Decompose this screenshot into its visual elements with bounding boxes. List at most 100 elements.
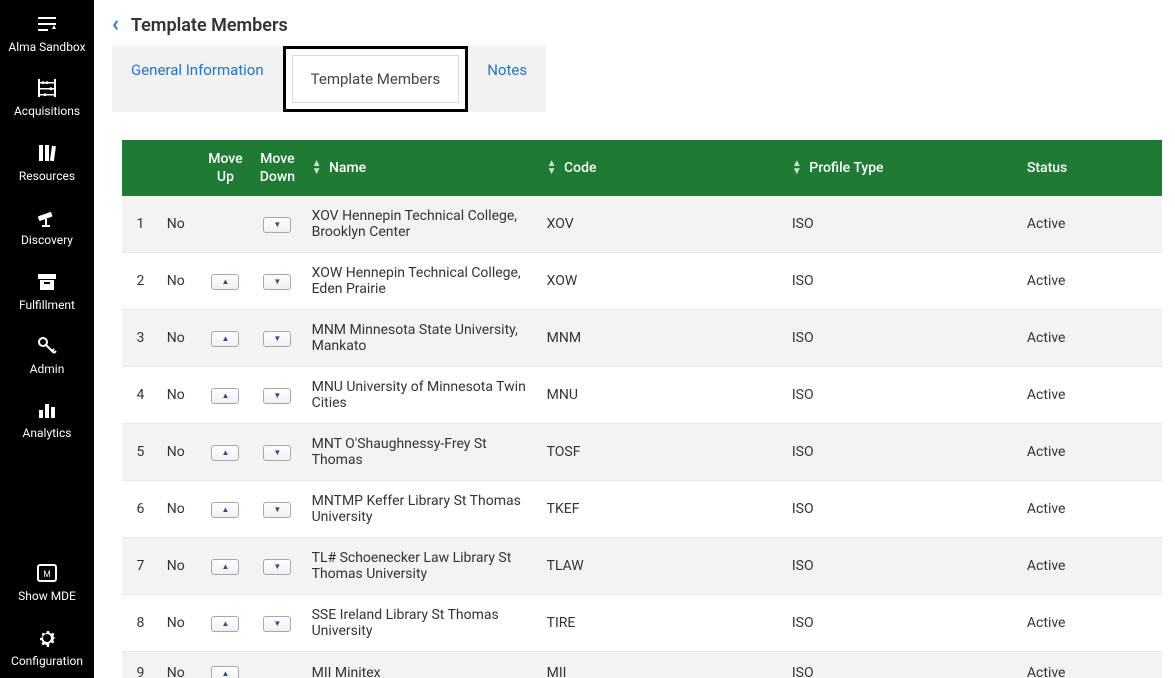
move-down-button[interactable]: ▼ — [263, 274, 291, 290]
gear-icon — [35, 626, 59, 650]
move-up-button[interactable]: ▲ — [211, 445, 239, 461]
cell-status: Active — [1019, 481, 1162, 538]
cell-no: No — [159, 424, 200, 481]
col-name[interactable]: ▲▼ Name — [304, 140, 539, 196]
cell-move-up: ▲ — [200, 310, 252, 367]
col-code[interactable]: ▲▼ Code — [539, 140, 784, 196]
cell-code: TLAW — [539, 538, 784, 595]
cell-no: No — [159, 538, 200, 595]
col-profile[interactable]: ▲▼ Profile Type — [784, 140, 1019, 196]
cell-name: MNU University of Minnesota Twin Cities — [304, 367, 539, 424]
tab-label: General Information — [131, 61, 264, 79]
cell-profile: ISO — [784, 367, 1019, 424]
col-move-down[interactable]: Move Down — [251, 140, 303, 196]
brand-icon — [35, 12, 59, 36]
move-down-button[interactable]: ▼ — [263, 217, 291, 233]
move-up-button[interactable]: ▲ — [211, 559, 239, 575]
move-up-button[interactable]: ▲ — [211, 616, 239, 632]
cell-code: MNU — [539, 367, 784, 424]
cell-status: Active — [1019, 196, 1162, 253]
sidebar-item-label: Acquisitions — [14, 104, 80, 118]
tabs: General Information Template Members Not… — [94, 46, 1175, 112]
move-up-button[interactable]: ▲ — [211, 274, 239, 290]
cell-move-up: ▲ — [200, 367, 252, 424]
cell-move-up: ▲ — [200, 538, 252, 595]
cell-status: Active — [1019, 310, 1162, 367]
mde-icon: M — [35, 561, 59, 585]
cell-move-down: ▼ — [251, 424, 303, 481]
col-move-up-1: Move — [208, 150, 242, 168]
cell-move-up: ▲ — [200, 652, 252, 678]
cell-index: 8 — [122, 595, 159, 652]
move-up-button[interactable]: ▲ — [211, 502, 239, 518]
table-row: 5No▲▼MNT O'Shaughnessy-Frey St ThomasTOS… — [122, 424, 1162, 481]
move-down-button[interactable]: ▼ — [263, 616, 291, 632]
main: ‹ Template Members General Information T… — [94, 0, 1175, 678]
sidebar-item-admin[interactable]: Admin — [0, 322, 94, 386]
sort-icon: ▲▼ — [312, 160, 322, 176]
move-up-button[interactable]: ▲ — [211, 388, 239, 404]
sidebar-item-acquisitions[interactable]: Acquisitions — [0, 64, 94, 128]
col-move-down-1: Move — [260, 150, 294, 168]
back-chevron-icon[interactable]: ‹ — [112, 14, 119, 36]
cell-move-up: ▲ — [200, 595, 252, 652]
cell-profile: ISO — [784, 595, 1019, 652]
cell-code: MNM — [539, 310, 784, 367]
move-up-button[interactable]: ▲ — [211, 331, 239, 347]
col-profile-label: Profile Type — [809, 160, 883, 176]
cell-code: TOSF — [539, 424, 784, 481]
move-down-button[interactable]: ▼ — [263, 502, 291, 518]
cell-name: MII Minitex — [304, 652, 539, 678]
cell-no: No — [159, 310, 200, 367]
move-up-button[interactable]: ▲ — [211, 666, 239, 678]
cell-move-down — [251, 652, 303, 678]
key-icon — [35, 334, 59, 358]
move-down-button[interactable]: ▼ — [263, 388, 291, 404]
sidebar-item-analytics[interactable]: Analytics — [0, 386, 94, 450]
table-row: 7No▲▼TL# Schoenecker Law Library St Thom… — [122, 538, 1162, 595]
tab-template-members[interactable]: Template Members — [292, 55, 460, 103]
cell-profile: ISO — [784, 196, 1019, 253]
cell-move-up — [200, 196, 252, 253]
sidebar-item-configuration[interactable]: Configuration — [0, 614, 94, 678]
cell-move-down: ▼ — [251, 481, 303, 538]
cell-move-down: ▼ — [251, 538, 303, 595]
sidebar-brand[interactable]: Alma Sandbox — [0, 0, 94, 64]
sidebar-item-resources[interactable]: Resources — [0, 129, 94, 193]
col-move-down-2: Down — [260, 168, 295, 186]
move-down-button[interactable]: ▼ — [263, 331, 291, 347]
col-move-up[interactable]: Move Up — [200, 140, 252, 196]
sort-icon: ▲▼ — [792, 160, 802, 176]
sidebar-item-label: Discovery — [21, 233, 73, 247]
tab-notes[interactable]: Notes — [468, 46, 546, 112]
sidebar-item-fulfillment[interactable]: Fulfillment — [0, 258, 94, 322]
sidebar-item-discovery[interactable]: Discovery — [0, 193, 94, 257]
cell-name: MNM Minnesota State University, Mankato — [304, 310, 539, 367]
tab-general-information[interactable]: General Information — [112, 46, 283, 112]
page-title: Template Members — [131, 15, 288, 36]
cell-code: MII — [539, 652, 784, 678]
col-status: Status — [1019, 140, 1162, 196]
cell-code: XOW — [539, 253, 784, 310]
cell-index: 2 — [122, 253, 159, 310]
sidebar-item-label: Configuration — [11, 654, 83, 668]
cell-status: Active — [1019, 652, 1162, 678]
cell-status: Active — [1019, 367, 1162, 424]
table-row: 1No▼XOV Hennepin Technical College, Broo… — [122, 196, 1162, 253]
sidebar-item-show-mde[interactable]: M Show MDE — [0, 549, 94, 613]
cell-no: No — [159, 481, 200, 538]
col-move-up-2: Up — [217, 168, 234, 186]
cell-move-down: ▼ — [251, 253, 303, 310]
cell-name: MNT O'Shaughnessy-Frey St Thomas — [304, 424, 539, 481]
tab-label: Template Members — [311, 70, 441, 88]
move-down-button[interactable]: ▼ — [263, 445, 291, 461]
cell-no: No — [159, 196, 200, 253]
tab-label: Notes — [487, 61, 527, 79]
cell-profile: ISO — [784, 253, 1019, 310]
cell-profile: ISO — [784, 481, 1019, 538]
cell-profile: ISO — [784, 652, 1019, 678]
cell-no: No — [159, 253, 200, 310]
telescope-icon — [35, 205, 59, 229]
col-code-label: Code — [564, 160, 596, 176]
move-down-button[interactable]: ▼ — [263, 559, 291, 575]
